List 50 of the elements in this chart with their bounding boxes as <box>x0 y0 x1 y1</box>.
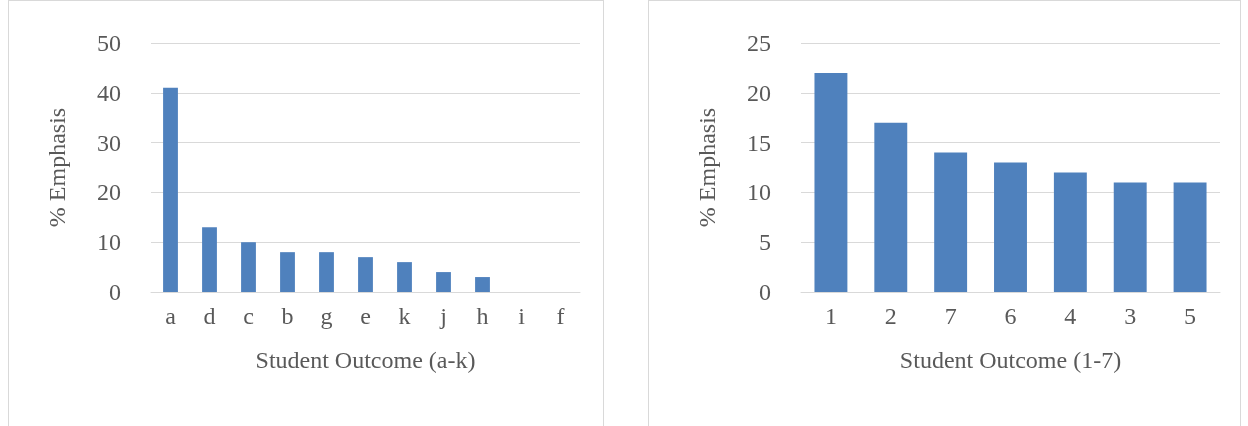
bar <box>1053 172 1087 292</box>
bar <box>202 227 217 292</box>
y-tick-label: 0 <box>759 279 771 305</box>
x-tick-label: k <box>398 303 411 329</box>
x-axis-title: Student Outcome (a-k) <box>255 347 476 373</box>
x-tick-label: b <box>281 303 294 329</box>
bar <box>241 242 256 292</box>
y-tick-label: 25 <box>747 30 771 56</box>
bar <box>436 272 451 292</box>
y-tick-label: 5 <box>759 229 771 256</box>
bar <box>814 72 848 292</box>
x-tick-label: 1 <box>824 303 837 329</box>
y-tick-label: 10 <box>97 229 121 256</box>
x-tick-label: i <box>518 303 526 329</box>
bar <box>1113 182 1147 292</box>
x-tick-label: 7 <box>944 303 957 329</box>
y-axis-title: % Emphasis <box>694 107 720 228</box>
y-tick-label: 50 <box>97 30 121 56</box>
y-tick-label: 20 <box>97 179 121 206</box>
y-tick-label: 10 <box>747 179 771 206</box>
x-axis-title: Student Outcome (1-7) <box>899 347 1122 373</box>
x-tick-label: a <box>165 303 177 329</box>
x-tick-label: c <box>243 303 254 329</box>
y-tick-label: 0 <box>109 279 121 305</box>
x-tick-label: 4 <box>1064 303 1077 329</box>
bar <box>1173 182 1207 292</box>
bar <box>994 162 1027 292</box>
y-tick-label: 15 <box>747 129 771 156</box>
bar <box>163 87 178 292</box>
x-tick-label: 5 <box>1184 303 1197 329</box>
bar <box>319 252 334 292</box>
bar <box>397 262 412 292</box>
y-tick-label: 20 <box>747 79 771 106</box>
x-tick-label: 3 <box>1124 303 1137 329</box>
y-axis-title: % Emphasis <box>44 107 70 228</box>
x-tick-label: d <box>203 303 216 329</box>
x-tick-label: 6 <box>1004 303 1017 329</box>
bar <box>358 257 373 292</box>
bar <box>475 277 490 292</box>
x-tick-label: e <box>360 303 371 329</box>
bar <box>280 252 295 292</box>
x-tick-label: j <box>439 303 447 329</box>
x-tick-label: h <box>476 303 489 329</box>
y-tick-label: 40 <box>97 79 121 106</box>
y-tick-label: 30 <box>97 129 121 156</box>
x-tick-label: g <box>320 303 333 329</box>
bar <box>874 122 908 292</box>
bar <box>934 152 968 292</box>
x-tick-label: 2 <box>884 303 897 329</box>
x-tick-label: f <box>556 303 565 329</box>
